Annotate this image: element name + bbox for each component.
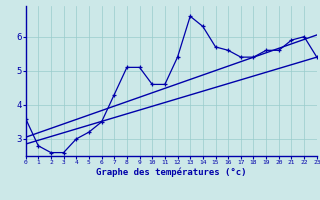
X-axis label: Graphe des températures (°c): Graphe des températures (°c) <box>96 168 246 177</box>
